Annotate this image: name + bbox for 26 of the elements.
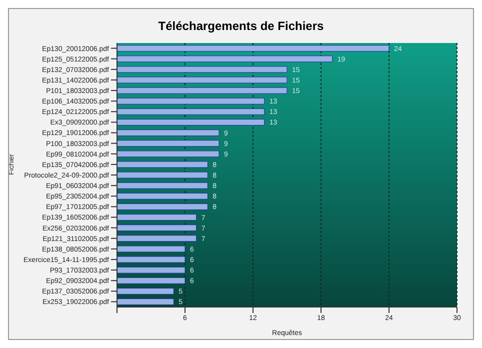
bar [117,214,197,221]
bar [117,266,186,274]
bar [117,182,208,189]
bar [117,277,186,284]
bar [117,140,220,147]
bar [117,56,333,62]
bar [117,98,265,104]
bar [117,150,220,158]
bar [117,118,265,126]
bar [117,161,208,168]
bar [117,192,208,200]
chart-title: Téléchargements de Fichiers [157,18,325,35]
bar [117,298,174,306]
bar [117,87,288,94]
bar [117,108,265,115]
bar [117,172,208,178]
bar [117,246,186,252]
bar [117,76,288,84]
bar [117,224,197,232]
bar [117,66,288,73]
bar [117,235,197,242]
bar [117,203,208,210]
bar [117,45,390,52]
bar [117,288,174,294]
bar [117,130,220,136]
bar [117,256,186,263]
